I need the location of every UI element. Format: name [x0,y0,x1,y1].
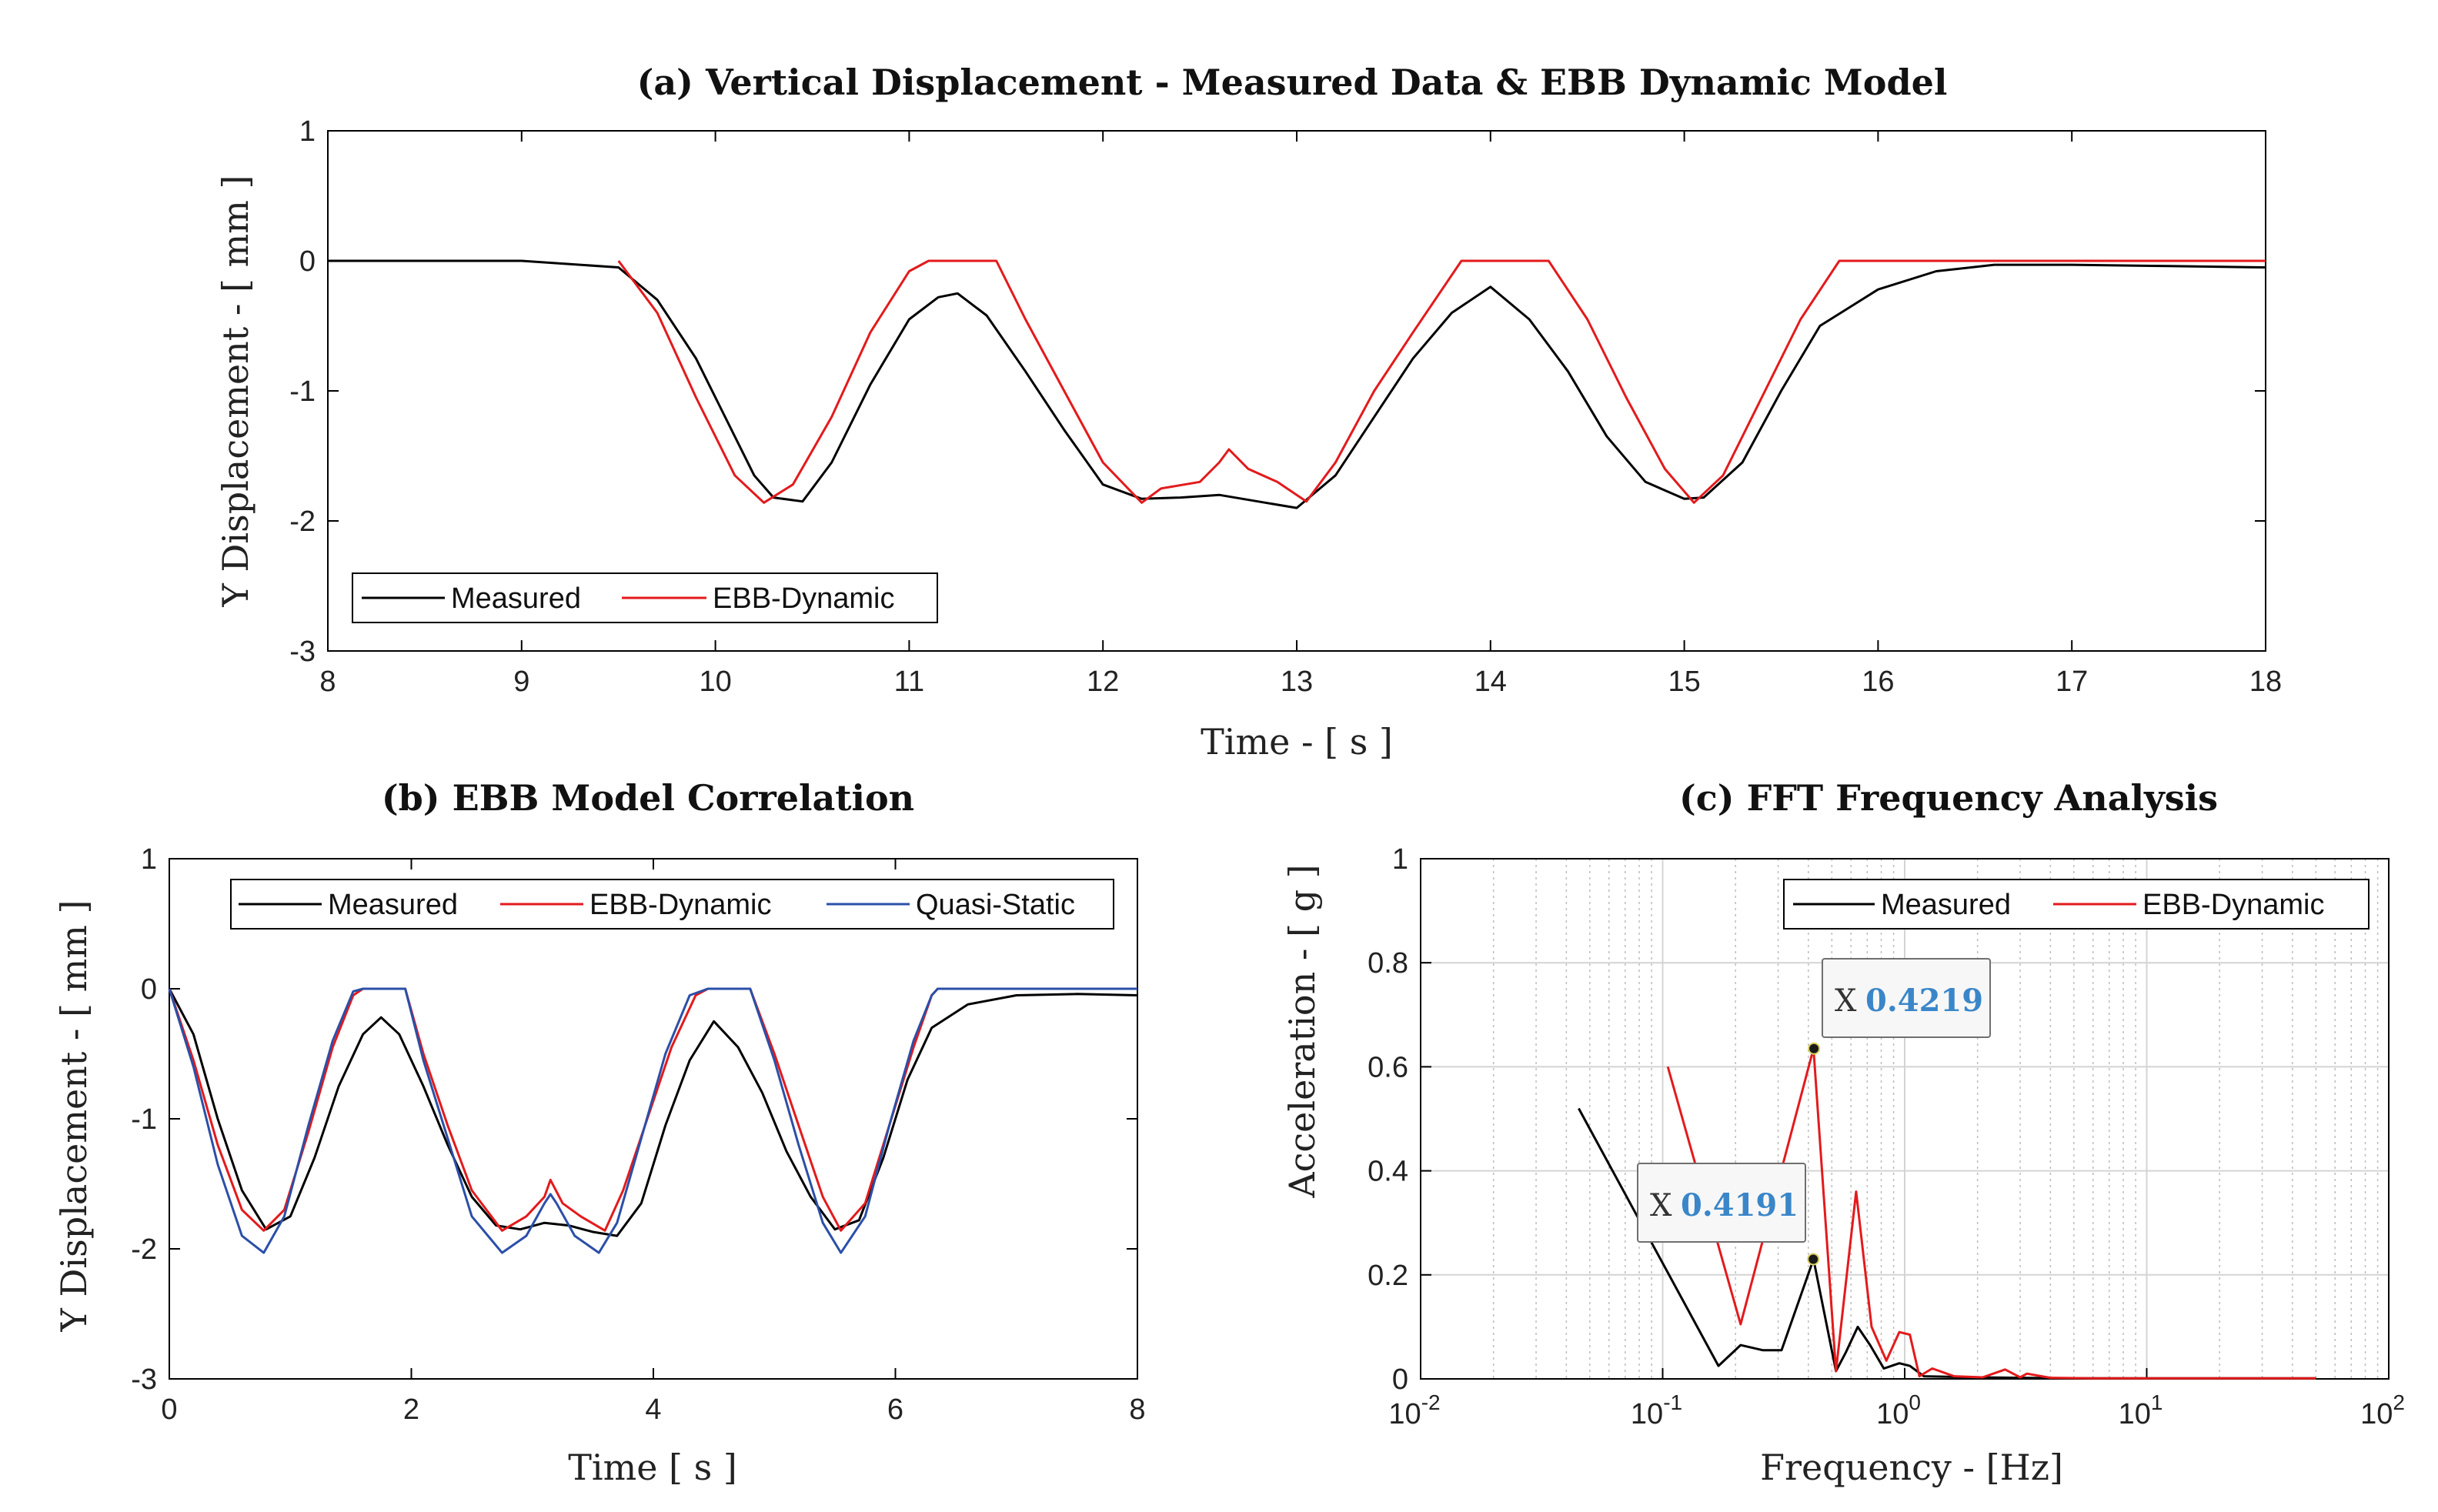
chart-a-xlabel: Time - [ s ] [1201,721,1393,763]
chart-b-xtick-label: 4 [645,1394,661,1426]
datatip-measured-xlabel: X [1650,1188,1672,1223]
chart-c-xtick-label: 10-1 [1631,1390,1682,1430]
chart-a-ytick-label: -3 [289,636,316,668]
chart-c-series [1578,1047,2316,1380]
legend-b-label-ebb-dynamic: EBB-Dynamic [589,889,772,921]
chart-c-xlabel: Frequency - [Hz] [1760,1447,2063,1488]
chart-c-ytick-label: 0.8 [1368,947,1408,980]
chart-b-legend: Measured EBB-Dynamic Quasi-Static [230,879,1114,930]
datatip-marker-0[interactable] [1808,1042,1821,1055]
datatip-ebb-value: 0.4219 [1865,983,1983,1019]
chart-b-legend-box [230,879,1114,930]
chart-a-xtick-label: 12 [1087,666,1119,698]
legend-b-label-quasi-static: Quasi-Static [916,889,1075,921]
chart-b-ytick-label: 0 [141,973,157,1006]
chart-c-title: (c) FFT Frequency Analysis [1679,777,2218,819]
chart-a-title: (a) Vertical Displacement - Measured Dat… [637,62,1948,103]
chart-a-xtick-label: 18 [2249,666,2282,698]
datatip-measured-box [1637,1163,1806,1243]
chart-a-xtick-label: 10 [699,666,731,698]
datatip-measured[interactable]: X 0.4191 [1637,1163,1806,1243]
chart-b-ytick-label: -1 [131,1103,157,1136]
chart-c-series-ebb-dynamic [1666,1047,2316,1380]
chart-a-xtick-label: 11 [894,666,924,698]
chart-a: (a) Vertical Displacement - Measured Dat… [215,62,2282,763]
chart-a-ylabel: Y Displacement - [ mm ] [215,175,256,608]
legend-c-label-ebb-dynamic: EBB-Dynamic [2142,889,2325,921]
chart-b-xtick-label: 8 [1129,1394,1145,1426]
chart-b-series [168,987,1138,1254]
chart-b-ytick-label: 1 [141,843,157,876]
chart-c-ytick-label: 0 [1392,1363,1408,1396]
chart-b-xlabel: Time [ s ] [568,1447,737,1488]
chart-a-ytick-label: -1 [289,375,316,408]
chart-a-xtick-label: 9 [513,666,529,698]
chart-b-ylabel: Y Displacement - [ mm ] [53,900,95,1333]
chart-b-series-quasi-static [168,987,1137,1254]
chart-b-xtick-label: 6 [887,1394,903,1426]
datatip-ebb-dynamic[interactable]: X 0.4219 [1822,958,1991,1038]
chart-a-ytick-label: 0 [299,245,316,278]
datatip-marker-1[interactable] [1807,1253,1820,1266]
chart-c: (c) FFT Frequency Analysis 10-2 10-1 100 10… [1281,777,2405,1488]
chart-b-series-measured [168,988,1138,1237]
chart-a-ytick-label: 1 [299,115,316,148]
chart-c-xtick-label: 10-2 [1388,1390,1440,1430]
chart-c-legend: Measured EBB-Dynamic [1783,879,2370,930]
chart-c-ylabel: Acceleration - [ g ] [1281,864,1323,1198]
chart-b-ytick-label: -2 [131,1233,157,1266]
chart-b-xtick-label: 2 [403,1394,419,1426]
chart-c-datatip-markers [1807,1042,1821,1266]
chart-c-ytick-label: 0.6 [1368,1051,1408,1083]
chart-b-ticks: 0 2 4 6 810-1-2-3 [131,843,1145,1426]
chart-a-xtick-label: 16 [1862,666,1894,698]
chart-a-xtick-label: 17 [2056,666,2088,698]
chart-c-xtick-label: 100 [1876,1390,1921,1430]
chart-c-ytick-label: 1 [1392,843,1408,876]
chart-a-xtick-label: 13 [1281,666,1313,698]
legend-label-ebb-dynamic: EBB-Dynamic [713,582,895,615]
chart-a-legend: Measured EBB-Dynamic [352,572,938,623]
chart-c-ytick-label: 0.4 [1368,1156,1408,1188]
chart-a-series-measured [328,259,2266,509]
chart-a-series [328,259,2266,509]
chart-a-series-ebb-dynamic [617,259,2266,504]
chart-b-axes-box [169,858,1138,1380]
legend-b-label-measured: Measured [328,889,458,921]
chart-a-ytick-label: -2 [289,506,316,538]
legend-c-label-measured: Measured [1881,889,2011,921]
chart-a-xtick-label: 14 [1474,666,1507,698]
legend-label-measured: Measured [451,582,581,615]
chart-c-xtick-label: 101 [2119,1390,2163,1430]
datatip-measured-value: 0.4191 [1681,1187,1798,1223]
datatip-ebb-box [1822,958,1991,1038]
chart-b-xtick-label: 0 [161,1394,177,1426]
chart-b-ytick-label: -3 [131,1363,157,1396]
chart-c-ticks: 10-2 10-1 100 101 102 1 0.8 0.6 0.4 0.2 0 [1368,843,2405,1430]
chart-a-xtick-label: 8 [319,666,336,698]
chart-b: (b) EBB Model Correlation 0 2 4 6 810-1-2-3 … [53,777,1146,1488]
chart-a-xtick-label: 15 [1668,666,1700,698]
chart-c-ytick-label: 0.2 [1368,1260,1408,1292]
chart-b-title: (b) EBB Model Correlation [382,777,914,819]
chart-b-series-ebb-dynamic [168,987,1137,1232]
datatip-ebb-xlabel: X [1835,983,1857,1019]
chart-c-xtick-label: 102 [2360,1390,2405,1430]
